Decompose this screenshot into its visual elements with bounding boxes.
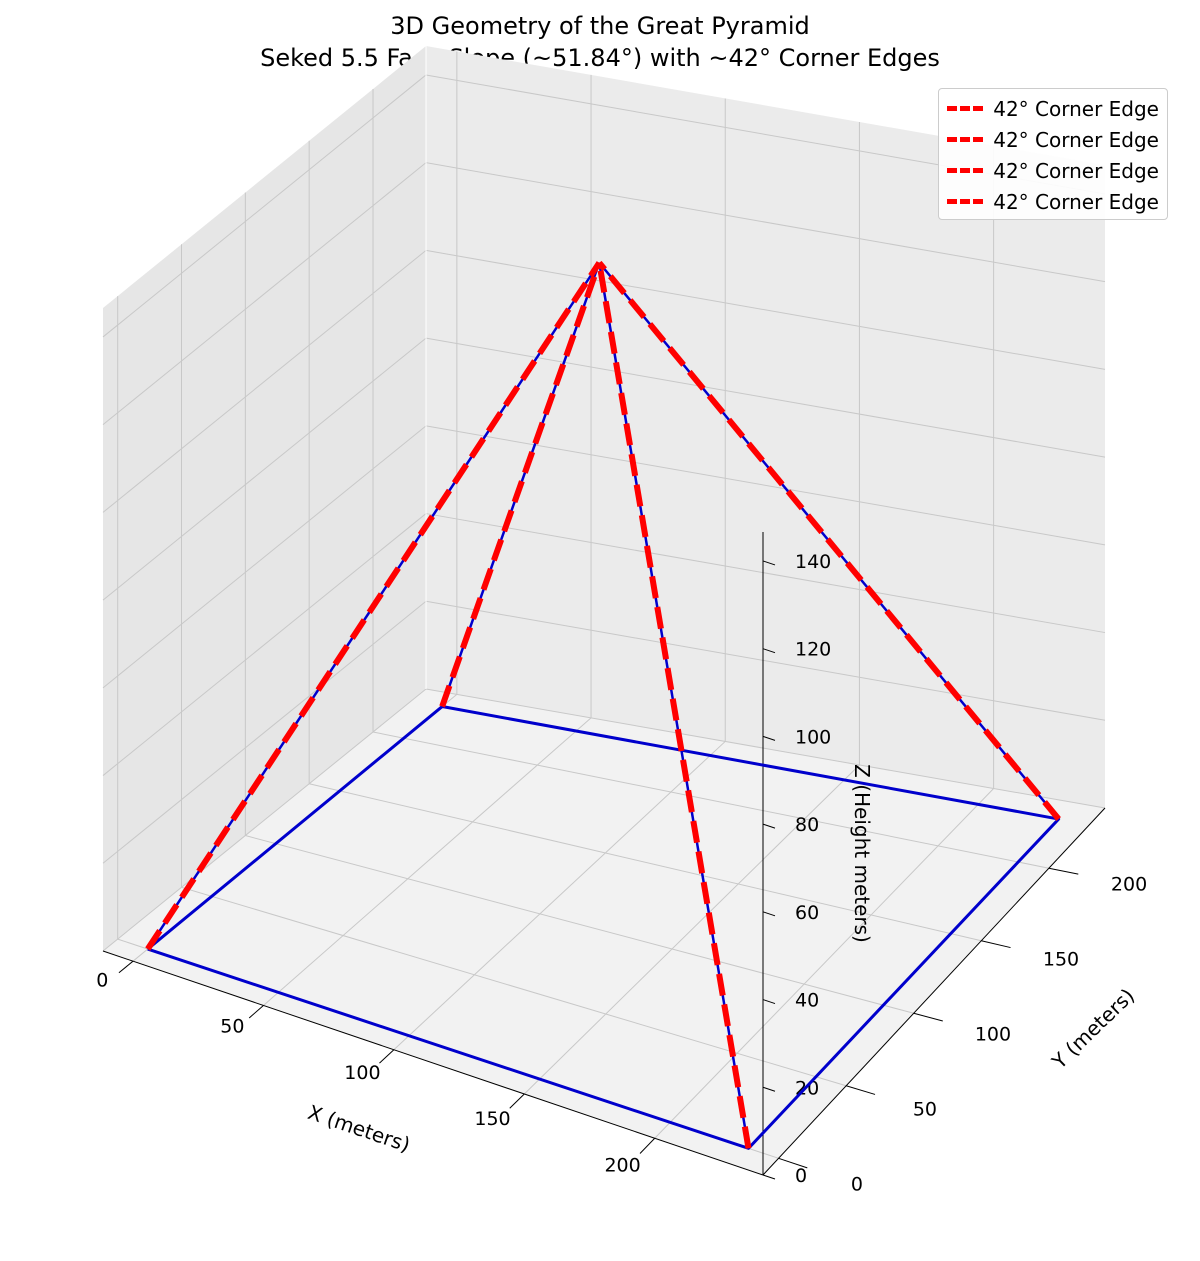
- corner-edge-line: [145, 261, 602, 951]
- z-gridline: [102, 688, 427, 952]
- y-tick: [913, 1012, 943, 1022]
- x-tick: [379, 1049, 395, 1064]
- y-tick: [778, 1157, 808, 1169]
- z-tick-label: 80: [795, 814, 819, 836]
- z-axis-label: Z (Height meters): [850, 764, 874, 943]
- y-axis-label: Y (meters): [1046, 983, 1139, 1074]
- z-tick: [762, 648, 776, 654]
- z-gridline: [102, 513, 427, 776]
- chart-subtitle: Seked 5.5 Face Slope (~51.84°) with ~42°…: [260, 44, 940, 72]
- back-pane: [426, 46, 1105, 808]
- corner-edge-line: [596, 260, 1061, 821]
- x-axis-line: [102, 950, 764, 1176]
- y-tick-label: 50: [913, 1098, 937, 1120]
- z-gridline: [425, 337, 1106, 458]
- z-gridline: [102, 600, 427, 864]
- corner-edge-line: [596, 262, 752, 1149]
- legend-label: 42° Corner Edge: [993, 127, 1159, 152]
- legend-swatch: [947, 137, 984, 142]
- x-tick: [248, 1005, 264, 1019]
- z-gridline: [425, 425, 1106, 546]
- z-tick-label: 60: [795, 902, 819, 924]
- z-gridline: [425, 688, 1106, 809]
- z-tick: [762, 560, 776, 566]
- z-tick-label: 140: [795, 551, 831, 573]
- x-gridline: [654, 788, 994, 1139]
- z-gridline: [425, 162, 1106, 283]
- legend: 42° Corner Edge 42° Corner Edge 42° Corn…: [938, 88, 1168, 220]
- legend-swatch: [947, 106, 984, 111]
- x-gridline: [393, 741, 726, 1051]
- z-gridline: [102, 250, 427, 513]
- z-gridline: [102, 162, 427, 426]
- y-tick-label: 150: [1043, 948, 1079, 970]
- y-tick-label: 0: [851, 1173, 863, 1195]
- z-gridline: [425, 513, 1106, 634]
- legend-label: 42° Corner Edge: [993, 158, 1159, 183]
- z-gridline: [102, 337, 427, 601]
- legend-swatch: [947, 199, 984, 204]
- z-tick: [762, 999, 776, 1005]
- y-tick: [845, 1085, 876, 1095]
- x-axis-label: X (meters): [305, 1100, 413, 1157]
- legend-item: 42° Corner Edge: [947, 186, 1159, 217]
- x-gridline: [263, 717, 592, 1006]
- y-tick-label: 200: [1111, 873, 1147, 895]
- floor-pane: [103, 689, 1105, 1175]
- x-tick: [509, 1093, 525, 1109]
- x-tick-label: 100: [344, 1062, 380, 1084]
- z-tick: [762, 735, 776, 741]
- x-tick: [639, 1137, 656, 1154]
- y-axis-line: [762, 807, 1106, 1176]
- z-gridline: [425, 249, 1106, 370]
- z-tick-label: 40: [795, 990, 819, 1012]
- z-tick-label: 120: [795, 639, 831, 661]
- x-tick-label: 50: [220, 1016, 244, 1038]
- z-tick: [762, 1086, 776, 1092]
- z-gridline: [102, 74, 427, 338]
- z-tick: [762, 911, 776, 917]
- z-tick: [762, 1174, 776, 1180]
- legend-item: 42° Corner Edge: [947, 93, 1159, 124]
- legend-label: 42° Corner Edge: [993, 96, 1159, 121]
- y-tick-label: 100: [975, 1023, 1011, 1045]
- x-tick-label: 0: [96, 969, 108, 991]
- x-gridline: [523, 764, 860, 1095]
- y-gridline: [309, 783, 982, 942]
- left-pane: [103, 46, 426, 951]
- z-gridline: [102, 425, 427, 689]
- y-tick: [1048, 867, 1079, 875]
- legend-label: 42° Corner Edge: [993, 189, 1159, 214]
- legend-item: 42° Corner Edge: [947, 124, 1159, 155]
- y-gridline: [245, 835, 914, 1014]
- legend-item: 42° Corner Edge: [947, 155, 1159, 186]
- legend-swatch: [947, 168, 984, 173]
- y-gridline: [372, 731, 1050, 869]
- x-tick-label: 200: [604, 1154, 640, 1176]
- z-tick: [762, 823, 776, 829]
- corner-edge-line: [439, 261, 603, 708]
- z-gridline: [425, 600, 1106, 721]
- chart-title: 3D Geometry of the Great Pyramid: [390, 12, 810, 40]
- x-tick: [118, 960, 134, 974]
- z-tick-label: 100: [795, 726, 831, 748]
- y-tick: [981, 940, 1011, 949]
- x-tick-label: 150: [474, 1108, 510, 1130]
- z-tick-label: 0: [795, 1165, 807, 1187]
